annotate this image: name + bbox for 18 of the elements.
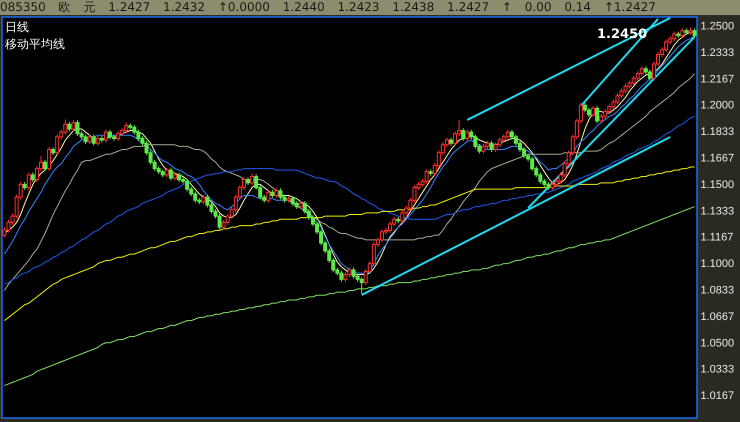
text: 085350 欧 元 1.2427 1.2432 ↑0.0000 1.2440 1.2423 1.2438 1.2427 ↑ 0.00 0.14 ↑1.2427 (0, 0, 740, 15)
y-tick-label: 1.2500 (700, 20, 734, 33)
y-tick-label: 1.1333 (700, 205, 734, 218)
y-tick-label: 1.0500 (700, 337, 734, 350)
y-tick-label: 1.0833 (700, 284, 734, 297)
y-tick-label: 1.2167 (700, 73, 734, 86)
y-tick-label: 1.0333 (700, 364, 734, 376)
y-tick-label: 1.1167 (700, 232, 734, 244)
chart-title: 日线 (5, 19, 29, 36)
y-tick-label: 1.1667 (700, 152, 734, 164)
y-tick-label: 1.1500 (700, 178, 734, 191)
y-tick-label: 1.1833 (700, 126, 734, 138)
y-tick-label: 1.2333 (700, 46, 734, 59)
text: 移动平均线 (5, 36, 65, 53)
y-tick-label: 1.0167 (700, 390, 734, 402)
y-tick-label: 1.1000 (700, 258, 734, 270)
y-tick-label: 1.0667 (700, 310, 734, 323)
y-tick-label: 1.2000 (700, 100, 734, 112)
